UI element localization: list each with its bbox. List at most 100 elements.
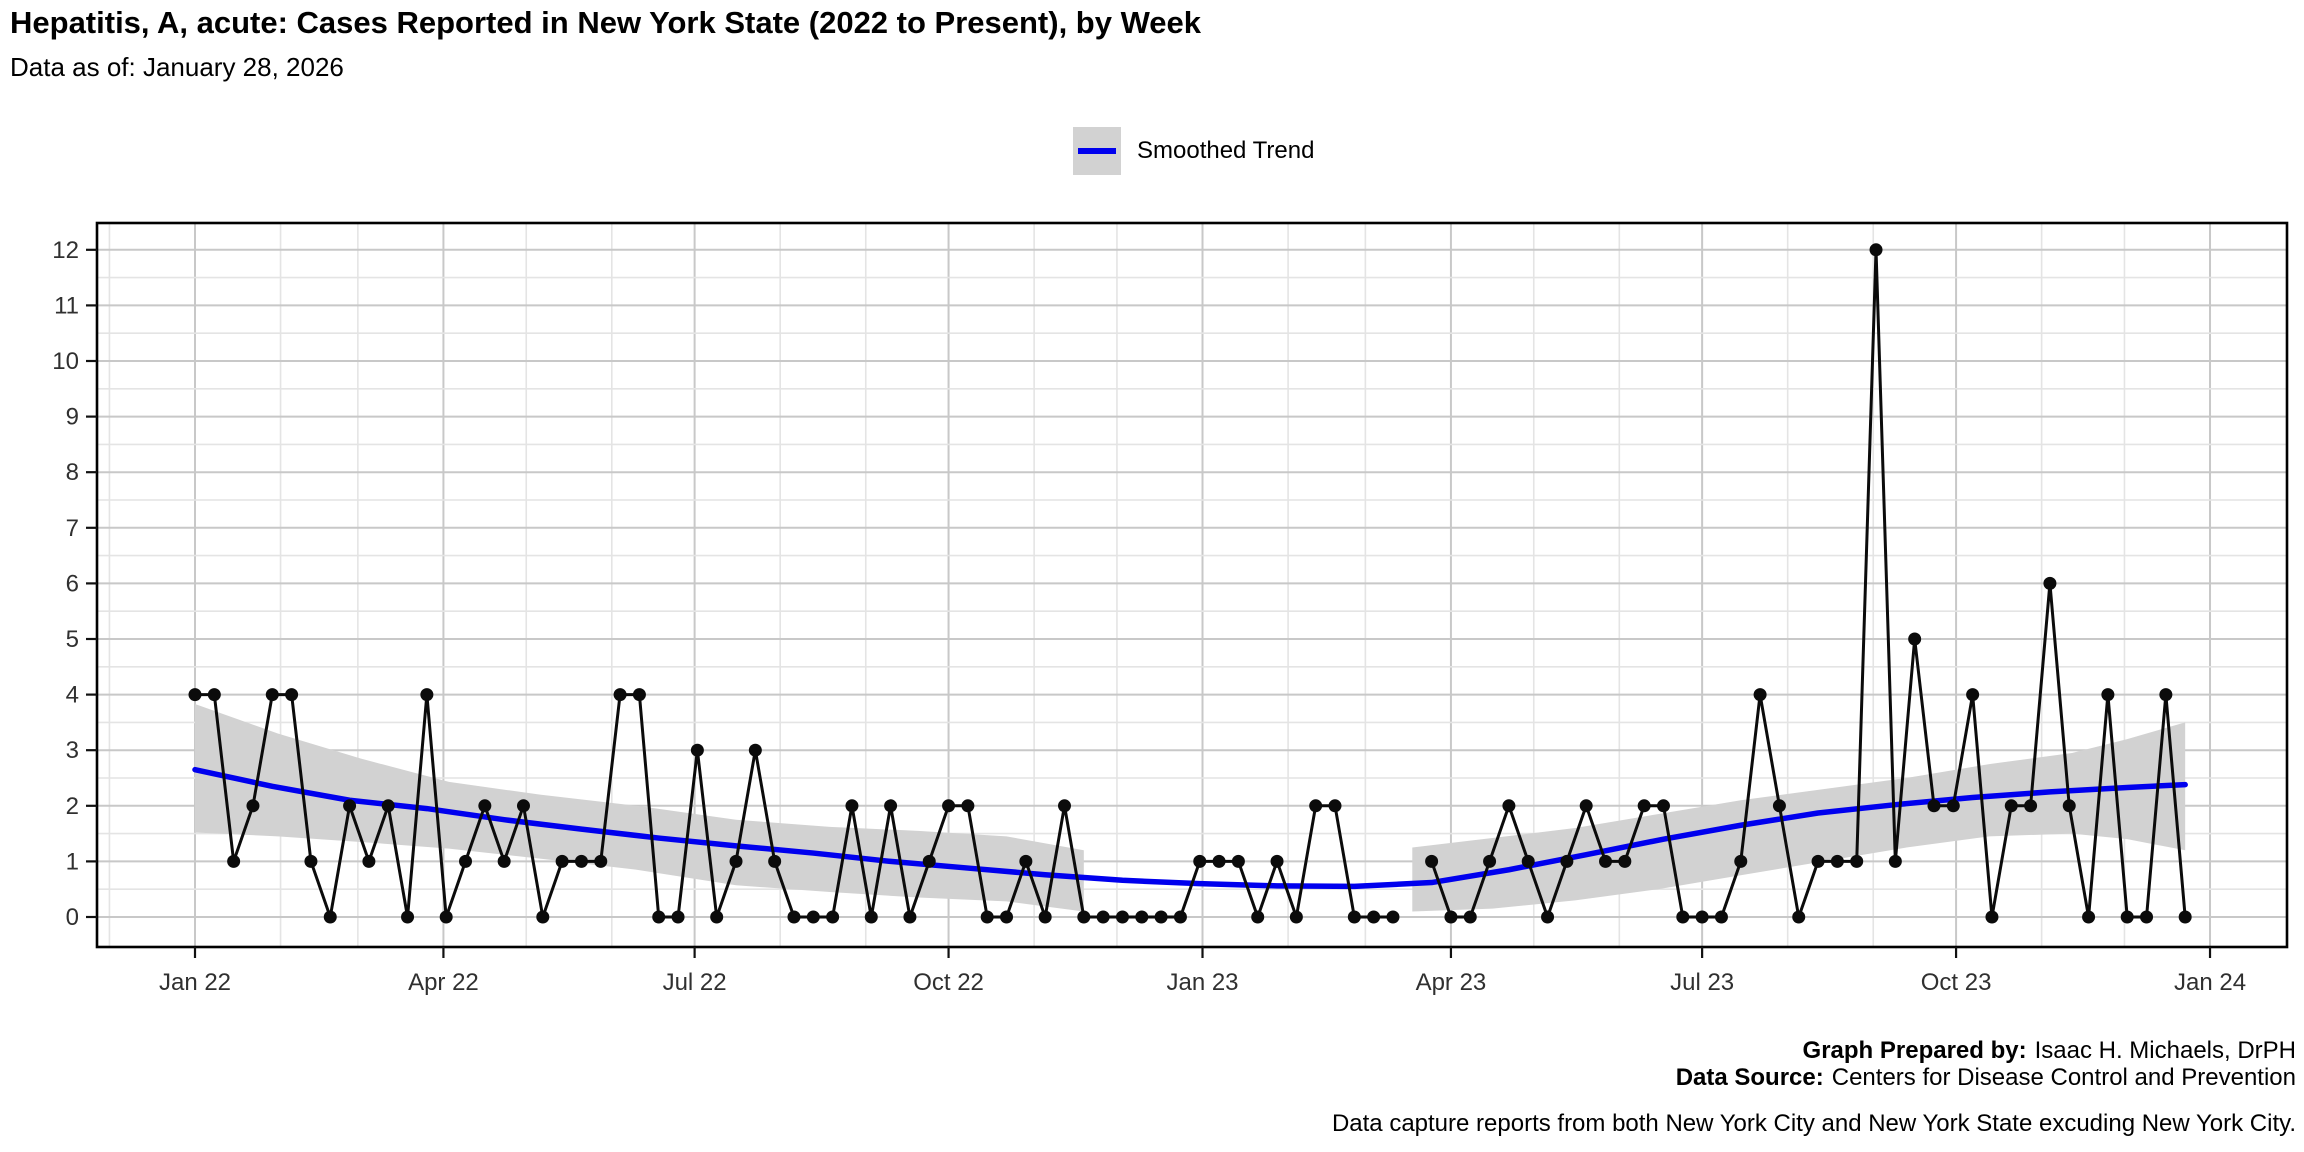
panel-border bbox=[95, 221, 2289, 949]
data-point bbox=[574, 854, 588, 868]
data-point bbox=[632, 688, 646, 702]
data-point bbox=[1328, 799, 1342, 813]
y-tick-label: 4 bbox=[66, 682, 79, 709]
data-source-value: Centers for Disease Control and Preventi… bbox=[1831, 1063, 2296, 1091]
data-point bbox=[1057, 799, 1071, 813]
data-point bbox=[1966, 688, 1980, 702]
y-tick-label: 9 bbox=[66, 404, 79, 431]
data-point bbox=[1483, 854, 1497, 868]
data-point bbox=[1811, 854, 1825, 868]
data-point bbox=[1425, 854, 1439, 868]
prepared-by-value: Isaac H. Michaels, DrPH bbox=[2034, 1037, 2296, 1064]
data-point bbox=[362, 854, 376, 868]
data-point bbox=[768, 854, 782, 868]
y-tick-label: 11 bbox=[54, 292, 79, 319]
chart-title: Hepatitis, A, acute: Cases Reported in N… bbox=[10, 5, 1202, 40]
x-tick-label: Jan 23 bbox=[1166, 969, 1238, 996]
data-point bbox=[922, 854, 936, 868]
data-point bbox=[1579, 799, 1593, 813]
data-point bbox=[1212, 854, 1226, 868]
chart-subtitle: Data as of: January 28, 2026 bbox=[10, 52, 344, 82]
data-point bbox=[1869, 243, 1883, 257]
y-gridlines-major bbox=[97, 248, 2287, 918]
data-point bbox=[1367, 910, 1381, 924]
data-point bbox=[188, 688, 202, 702]
data-point bbox=[864, 910, 878, 924]
data-point bbox=[2004, 799, 2018, 813]
data-point bbox=[1734, 854, 1748, 868]
data-point bbox=[1850, 854, 1864, 868]
data-point bbox=[2043, 576, 2057, 590]
data-point bbox=[729, 854, 743, 868]
data-point bbox=[459, 854, 473, 868]
data-point bbox=[710, 910, 724, 924]
data-point bbox=[1927, 799, 1941, 813]
data-point bbox=[1251, 910, 1265, 924]
data-point bbox=[1985, 910, 1999, 924]
footer-note: Data capture reports from both New York … bbox=[1331, 1110, 2296, 1137]
data-point bbox=[1077, 910, 1091, 924]
data-point bbox=[1347, 910, 1361, 924]
footer-prepared-by: Graph Prepared by: Isaac H. Michaels, DrP… bbox=[1676, 1037, 2296, 1065]
data-point bbox=[613, 688, 627, 702]
data-point bbox=[323, 910, 337, 924]
data-point bbox=[478, 799, 492, 813]
x-tick-label: Jan 22 bbox=[159, 969, 231, 996]
data-point bbox=[1289, 910, 1303, 924]
data-point bbox=[2159, 688, 2173, 702]
y-tick-label: 5 bbox=[66, 626, 79, 653]
data-point bbox=[343, 799, 357, 813]
data-point bbox=[806, 910, 820, 924]
data-point bbox=[1792, 910, 1806, 924]
footer-data-source: Data Source: Centers for Disease Control … bbox=[1676, 1063, 2296, 1092]
x-tick-label: Apr 23 bbox=[1416, 969, 1487, 996]
data-points bbox=[188, 243, 2192, 924]
legend-label: Smoothed Trend bbox=[1137, 137, 1315, 164]
y-tick-label: 6 bbox=[66, 570, 79, 597]
footer-credits: Graph Prepared by: Isaac H. Michaels, DrP… bbox=[1676, 1037, 2296, 1092]
data-point bbox=[1019, 854, 1033, 868]
data-point bbox=[1830, 854, 1844, 868]
data-point bbox=[1599, 854, 1613, 868]
data-point bbox=[1115, 910, 1129, 924]
data-point bbox=[826, 910, 840, 924]
data-point bbox=[420, 688, 434, 702]
y-tick-label: 1 bbox=[66, 848, 79, 875]
data-point bbox=[285, 688, 299, 702]
data-point bbox=[1560, 854, 1574, 868]
y-tick-label: 0 bbox=[66, 904, 79, 931]
data-point bbox=[1946, 799, 1960, 813]
data-point bbox=[1637, 799, 1651, 813]
data-point bbox=[903, 910, 917, 924]
data-point bbox=[1541, 910, 1555, 924]
legend: Smoothed Trend bbox=[1073, 127, 1314, 175]
data-point bbox=[1173, 910, 1187, 924]
data-point bbox=[246, 799, 260, 813]
y-tick-label: 2 bbox=[66, 793, 79, 820]
data-point bbox=[2178, 910, 2192, 924]
data-point bbox=[497, 854, 511, 868]
data-point bbox=[304, 854, 318, 868]
data-point bbox=[2062, 799, 2076, 813]
data-point bbox=[1888, 854, 1902, 868]
data-point bbox=[2082, 910, 2096, 924]
data-point bbox=[1772, 799, 1786, 813]
data-point bbox=[1309, 799, 1323, 813]
data-point bbox=[2140, 910, 2154, 924]
data-point bbox=[1463, 910, 1477, 924]
data-point bbox=[1193, 854, 1207, 868]
data-point bbox=[381, 799, 395, 813]
x-tick-label: Oct 22 bbox=[913, 969, 984, 996]
trend-line bbox=[192, 766, 2188, 890]
x-axis-ticks: Jan 22 Apr 22 Jul 22 Oct 22 Jan 23 Apr 23 Jul … bbox=[159, 947, 2246, 996]
y-tick-label: 7 bbox=[66, 515, 79, 542]
x-tick-label: Oct 23 bbox=[1921, 969, 1992, 996]
data-point bbox=[1000, 910, 1014, 924]
x-tick-label: Jul 22 bbox=[663, 969, 727, 996]
data-point bbox=[536, 910, 550, 924]
data-point bbox=[227, 854, 241, 868]
data-point bbox=[1714, 910, 1728, 924]
y-tick-label: 8 bbox=[66, 459, 79, 486]
smoothed-trend-path bbox=[192, 766, 2188, 890]
data-point bbox=[516, 799, 530, 813]
